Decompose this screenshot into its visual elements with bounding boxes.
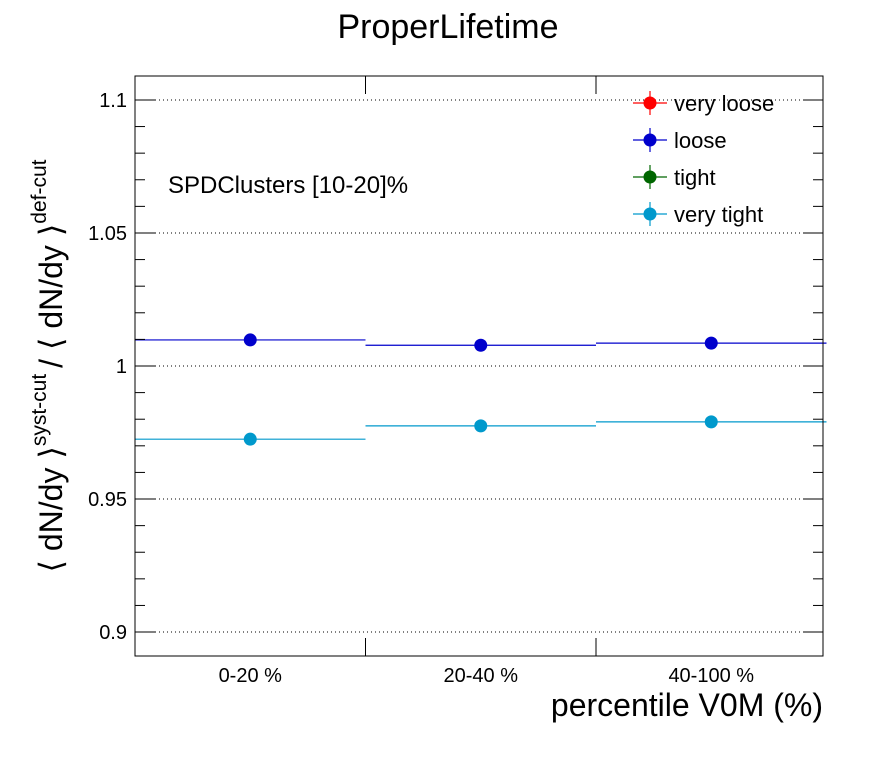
legend-marker bbox=[643, 133, 657, 147]
grid-lines bbox=[135, 99, 823, 633]
y-tick-label: 1.05 bbox=[88, 223, 127, 245]
data-point bbox=[243, 333, 257, 347]
legend-marker bbox=[643, 96, 657, 110]
data-point bbox=[474, 419, 488, 433]
x-tick-label: 40-100 % bbox=[668, 665, 754, 687]
data-point bbox=[474, 338, 488, 352]
x-tick-label: 0-20 % bbox=[219, 665, 283, 687]
data-point bbox=[704, 415, 718, 429]
x-axis: 0-20 % 20-40 % 40-100 % bbox=[219, 76, 754, 687]
annotation: SPDClusters [10-20]% bbox=[168, 172, 408, 199]
legend-label: loose bbox=[674, 128, 727, 153]
y-tick-label: 0.95 bbox=[88, 489, 127, 511]
y-label-base: ⟨ dN/dy ⟩ bbox=[33, 446, 69, 572]
y-label-sep: / ⟨ dN/dy ⟩ bbox=[33, 224, 69, 368]
x-axis-label: percentile V0M (%) bbox=[551, 687, 823, 723]
legend-marker bbox=[643, 207, 657, 221]
y-axis-label: ⟨ dN/dy ⟩syst-cut / ⟨ dN/dy ⟩def-cut bbox=[28, 159, 69, 572]
y-label-den-sup: def-cut bbox=[28, 159, 51, 223]
legend-label: very loose bbox=[674, 91, 774, 116]
legend: very loose loose tight very tight bbox=[633, 91, 774, 227]
y-tick-label: 0.9 bbox=[99, 622, 127, 644]
x-tick-label: 20-40 % bbox=[444, 665, 519, 687]
y-label-num-sup: syst-cut bbox=[28, 374, 51, 447]
y-axis: 0.9 0.95 1 1.05 1.1 bbox=[88, 90, 823, 644]
series-layer bbox=[135, 333, 827, 446]
data-point bbox=[243, 432, 257, 446]
legend-label: tight bbox=[674, 165, 716, 190]
chart-title: ProperLifetime bbox=[337, 8, 558, 46]
data-point bbox=[704, 336, 718, 350]
legend-label: very tight bbox=[674, 202, 763, 227]
y-tick-label: 1 bbox=[116, 356, 127, 378]
y-tick-label: 1.1 bbox=[99, 90, 127, 112]
legend-marker bbox=[643, 170, 657, 184]
